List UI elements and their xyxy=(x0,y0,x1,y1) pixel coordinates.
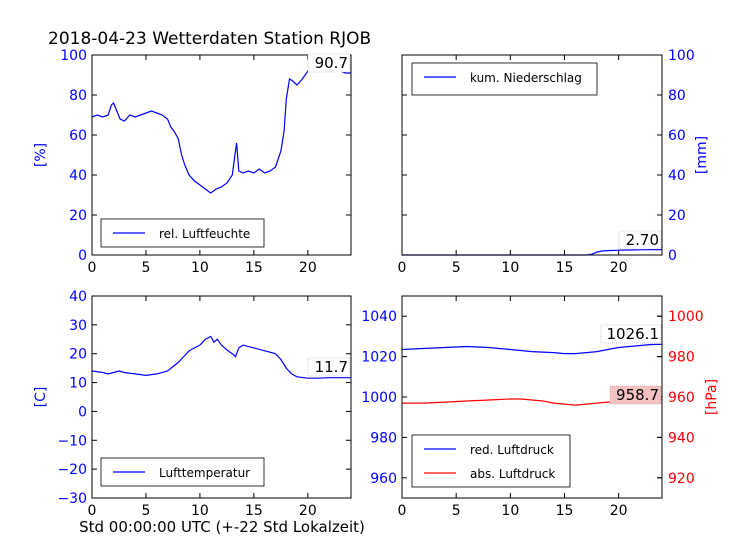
y-axis-label: [hPa] xyxy=(704,379,720,415)
y-axis-label: [%] xyxy=(33,143,49,167)
panel-top-right: 0 5 10 15 20 0 20 40 60 80 100 [mm] 2.70 kum. Nieders… xyxy=(398,48,710,276)
legend-frame xyxy=(411,62,598,96)
series-line-1 xyxy=(91,335,351,379)
y-right-tick-label: 960 xyxy=(668,390,695,406)
x-tick-label: 15 xyxy=(556,503,574,519)
y-tick-label: 100 xyxy=(60,48,87,64)
plot-frame xyxy=(401,54,663,256)
y-right-tick-label: 980 xyxy=(668,350,695,366)
x-tick-label: 5 xyxy=(141,260,150,276)
legend: kum. Niederschlag xyxy=(411,62,598,96)
value-annotation: 2.70 xyxy=(626,231,659,249)
annotation-box xyxy=(307,357,351,377)
legend-label: kum. Niederschlag xyxy=(470,71,582,85)
panel-top-left: 0 5 10 15 20 0 20 40 60 80 100 [%] 90.7 rel. Luftfeuc… xyxy=(33,48,352,276)
y-right-tick-label: 1000 xyxy=(668,309,704,325)
annotation-box xyxy=(600,324,662,344)
x-axis-label: Std 00:00:00 UTC (+-22 Std Lokalzeit) xyxy=(79,518,365,536)
series-line-1 xyxy=(401,343,663,355)
y-tick-label: 40 xyxy=(69,168,87,184)
y-tick-label: 80 xyxy=(69,88,87,104)
y-tick-label: 100 xyxy=(668,48,695,64)
y-tick-label: 20 xyxy=(69,347,87,363)
y-tick-label: −30 xyxy=(57,491,87,507)
y-tick-label: 30 xyxy=(69,318,87,334)
x-tick-label: 15 xyxy=(245,503,263,519)
legend-label: abs. Luftdruck xyxy=(470,467,555,481)
plot-frame xyxy=(401,295,663,499)
x-tick-label: 0 xyxy=(398,503,407,519)
y-right-tick-label: 920 xyxy=(668,471,695,487)
legend-frame xyxy=(411,434,571,488)
legend: red. Luftdruck abs. Luftdruck xyxy=(411,434,571,488)
y-tick-label: 980 xyxy=(370,430,397,446)
x-tick-label: 5 xyxy=(452,260,461,276)
x-tick-label: 10 xyxy=(191,503,209,519)
y-tick-label: 0 xyxy=(668,248,677,264)
legend-label: red. Luftdruck xyxy=(470,443,554,457)
y-tick-label: 10 xyxy=(69,376,87,392)
legend: rel. Luftfeuchte xyxy=(100,218,265,248)
x-tick-label: 10 xyxy=(501,503,519,519)
x-tick-label: 10 xyxy=(501,260,519,276)
x-tick-label: 15 xyxy=(245,260,263,276)
x-tick-label: 0 xyxy=(88,260,97,276)
y-tick-label: 40 xyxy=(668,168,686,184)
value-annotation: 90.7 xyxy=(315,54,348,72)
y-axis-label: [mm] xyxy=(694,136,710,174)
figure-title: 2018-04-23 Wetterdaten Station RJOB xyxy=(48,29,371,49)
x-tick-label: 10 xyxy=(191,260,209,276)
x-tick-label: 20 xyxy=(299,503,317,519)
y-tick-label: 1040 xyxy=(361,309,397,325)
legend: Lufttemperatur xyxy=(100,457,265,487)
annotation-box xyxy=(609,385,662,405)
x-tick-label: 20 xyxy=(299,260,317,276)
legend-label: rel. Luftfeuchte xyxy=(159,227,250,241)
y-tick-label: 960 xyxy=(370,471,397,487)
y-tick-label: 1000 xyxy=(361,390,397,406)
y-tick-label: 40 xyxy=(69,289,87,305)
annotation-box xyxy=(618,230,662,250)
panel-bottom-right: 0 5 10 15 20 960 980 1000 1020 1040 920 940 960 980 10… xyxy=(361,295,720,519)
value-annotation: 11.7 xyxy=(315,358,348,376)
y-tick-label: 60 xyxy=(668,128,686,144)
annotation-box xyxy=(307,53,351,73)
x-tick-label: 0 xyxy=(398,260,407,276)
value-annotation: 958.7 xyxy=(616,386,659,404)
x-tick-label: 5 xyxy=(452,503,461,519)
y-tick-label: −20 xyxy=(57,462,87,478)
value-annotation: 1026.1 xyxy=(607,325,660,343)
y-axis-label: [C] xyxy=(33,387,49,408)
series-line-1 xyxy=(91,64,351,194)
y-tick-label: 60 xyxy=(69,128,87,144)
x-tick-label: 15 xyxy=(556,260,574,276)
plot-frame xyxy=(91,54,352,256)
y-tick-label: 20 xyxy=(69,208,87,224)
x-tick-label: 20 xyxy=(610,503,628,519)
legend-label: Lufttemperatur xyxy=(159,466,250,480)
plot-frame xyxy=(91,295,352,499)
panel-bottom-left: 0 5 10 15 20 −30 −20 −10 0 10 20 30 40 [C] 11.7 Lufttem… xyxy=(33,289,352,519)
x-tick-label: 0 xyxy=(88,503,97,519)
y-tick-label: −10 xyxy=(57,433,87,449)
x-tick-label: 5 xyxy=(141,503,150,519)
series-line-1 xyxy=(402,249,662,256)
y-tick-label: 1020 xyxy=(361,350,397,366)
y-right-tick-label: 940 xyxy=(668,430,695,446)
x-tick-label: 20 xyxy=(610,260,628,276)
y-tick-label: 80 xyxy=(668,88,686,104)
y-tick-label: 0 xyxy=(78,248,87,264)
y-tick-label: 0 xyxy=(78,404,87,420)
y-tick-label: 20 xyxy=(668,208,686,224)
